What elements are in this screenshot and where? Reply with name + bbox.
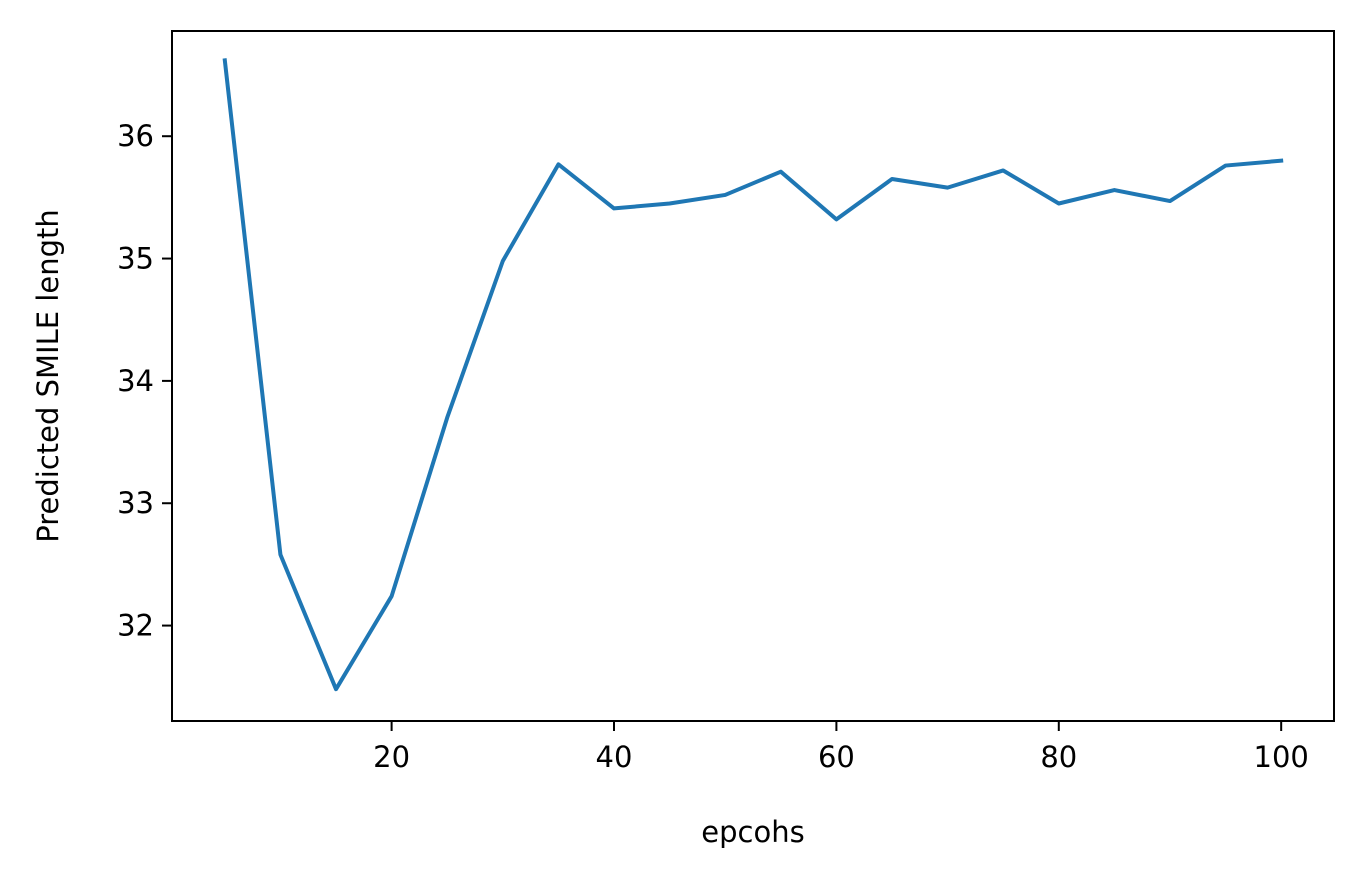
y-tick-label: 35 — [117, 242, 154, 276]
x-axis: 20 40 60 80 100 — [373, 721, 1309, 774]
x-tick-label: 60 — [818, 740, 855, 774]
x-tick-label: 100 — [1254, 740, 1309, 774]
x-tick-label: 40 — [596, 740, 633, 774]
x-tick-label: 80 — [1040, 740, 1077, 774]
y-tick-label: 33 — [117, 486, 154, 520]
y-axis-label: Predicted SMILE length — [31, 209, 65, 542]
series-line — [222, 58, 1284, 692]
x-tick-label: 20 — [373, 740, 410, 774]
plot-area — [222, 58, 1284, 692]
y-axis: 32 33 34 35 36 — [117, 119, 172, 643]
y-tick-label: 32 — [117, 609, 154, 643]
plot-frame — [171, 30, 1335, 722]
y-tick-label: 36 — [117, 119, 154, 153]
y-tick-label: 34 — [117, 364, 154, 398]
x-axis-label: epcohs — [701, 815, 804, 849]
